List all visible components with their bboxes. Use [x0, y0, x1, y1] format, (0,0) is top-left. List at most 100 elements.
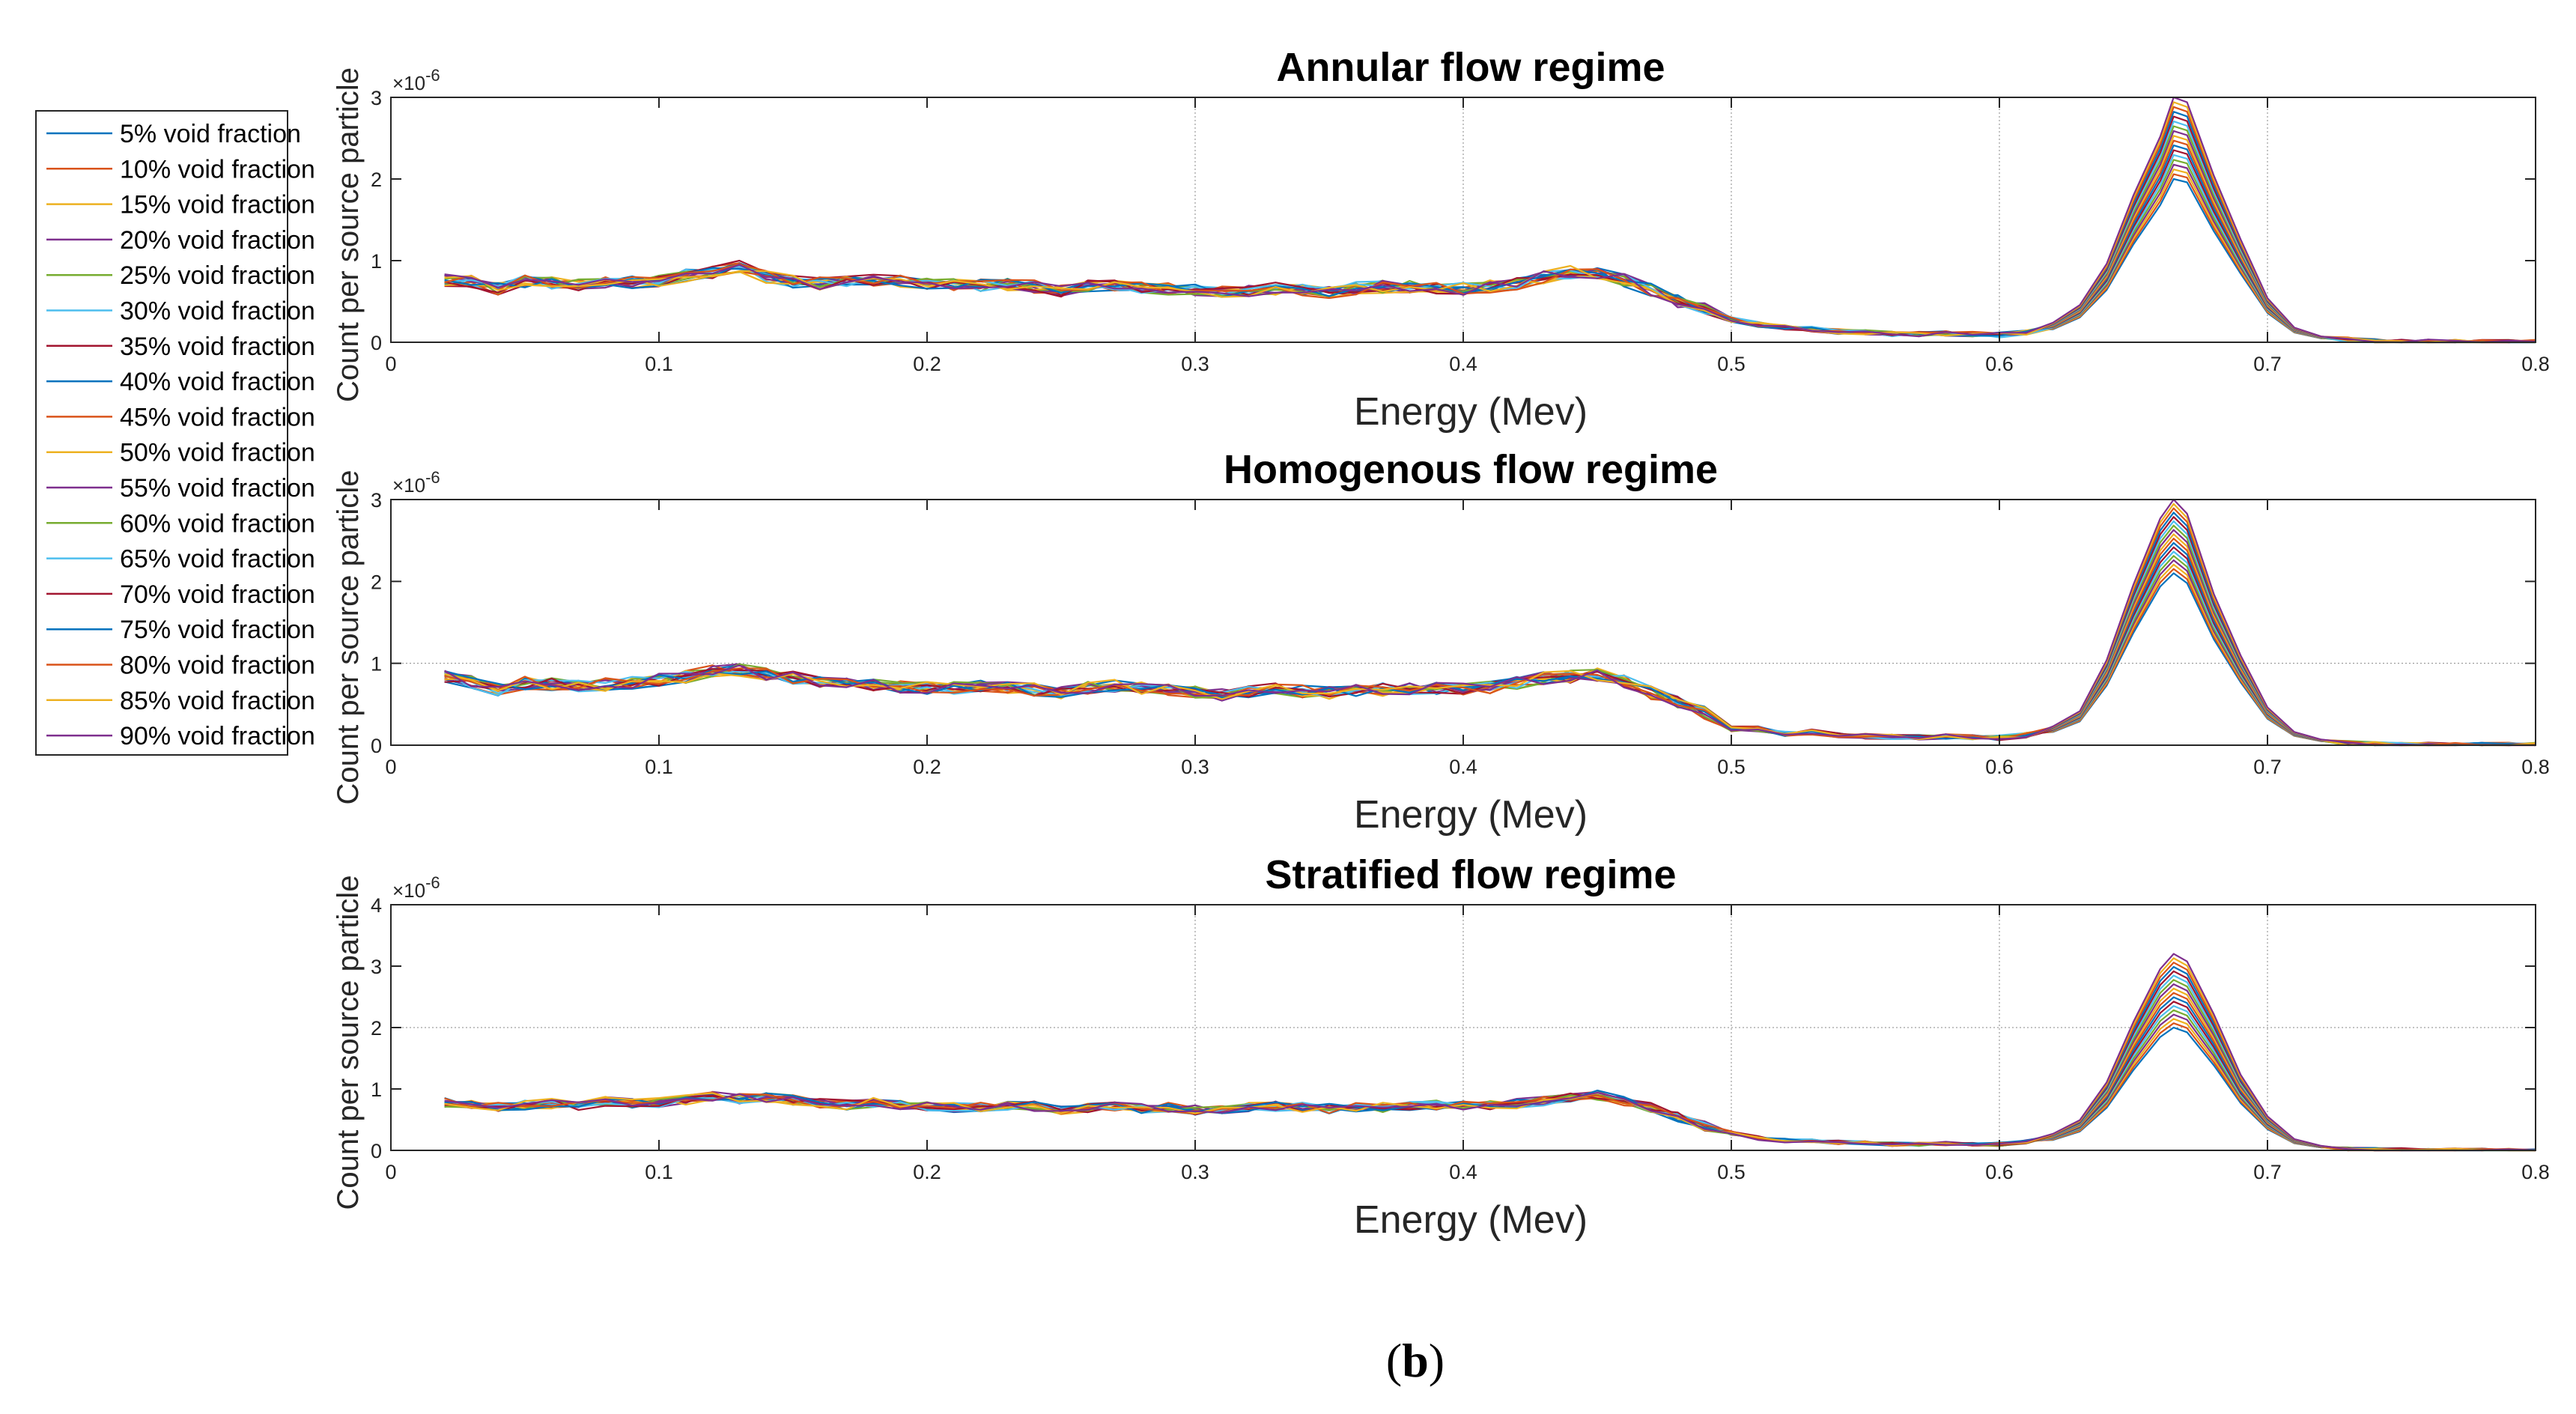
y-multiplier: ×10-6 — [392, 66, 440, 94]
x-tick-label: 0.5 — [1717, 353, 1746, 375]
legend-entry: 20% void fraction — [46, 226, 315, 255]
y-multiplier-exponent: -6 — [425, 873, 440, 892]
legend-entry: 65% void fraction — [46, 545, 315, 574]
legend-label: 75% void fraction — [120, 616, 315, 644]
x-tick-label: 0.4 — [1449, 756, 1477, 778]
y-multiplier-base: ×10 — [392, 879, 425, 902]
series-line — [444, 953, 2536, 1152]
legend-label: 80% void fraction — [120, 652, 315, 680]
y-tick-label: 1 — [371, 250, 382, 273]
legend-label: 70% void fraction — [120, 580, 315, 609]
y-axis-label: Count per source particle — [332, 67, 365, 402]
legend-label: 5% void fraction — [120, 120, 301, 148]
series-line — [444, 957, 2536, 1152]
y-multiplier-base: ×10 — [392, 474, 425, 497]
panel-stratified: 0 0.1 0.2 0.3 0.4 0.5 0.6 0.7 0.8 0 1 2 3 4 ×10-6 Strat… — [332, 852, 2550, 1242]
y-tick-label: 0 — [371, 735, 382, 757]
legend-entry: 25% void fraction — [46, 261, 315, 290]
y-axis-label: Count per source particle — [332, 876, 365, 1210]
y-tick-label: 3 — [371, 956, 382, 978]
legend-box — [35, 110, 288, 756]
x-tick-label: 0.3 — [1181, 353, 1209, 375]
x-tick-label: 0.1 — [645, 756, 673, 778]
y-multiplier-exponent: -6 — [425, 468, 440, 487]
legend-entry: 75% void fraction — [46, 616, 315, 644]
legend-label: 55% void fraction — [120, 474, 315, 503]
legend-label: 25% void fraction — [120, 261, 315, 290]
legend-label: 35% void fraction — [120, 333, 315, 361]
x-tick-label: 0.6 — [1985, 756, 2014, 778]
series-line — [444, 96, 2536, 344]
y-tick-label: 2 — [371, 1017, 382, 1040]
legend-entry: 5% void fraction — [46, 120, 301, 148]
x-axis-label: Energy (Mev) — [1354, 390, 1588, 434]
chart-title: Homogenous flow regime — [1224, 447, 1718, 492]
legend-entry: 90% void fraction — [46, 722, 315, 750]
legend-label: 10% void fraction — [120, 155, 315, 183]
legend-entry: 30% void fraction — [46, 297, 315, 326]
y-tick-label: 4 — [371, 894, 382, 917]
series-line — [444, 115, 2536, 344]
x-tick-label: 0.4 — [1449, 353, 1477, 375]
legend-label: 60% void fraction — [120, 509, 315, 538]
x-tick-label: 0.5 — [1717, 756, 1746, 778]
x-tick-label: 0.1 — [645, 353, 673, 375]
x-tick-label: 0.4 — [1449, 1161, 1477, 1183]
x-tick-label: 0.5 — [1717, 1161, 1746, 1183]
legend: 5% void fraction 10% void fraction 15% voi… — [35, 110, 315, 756]
x-tick-label: 0 — [385, 1161, 396, 1183]
legend-entry: 40% void fraction — [46, 368, 315, 396]
legend-entry: 10% void fraction — [46, 155, 315, 183]
legend-label: 85% void fraction — [120, 687, 315, 715]
series-line — [444, 962, 2536, 1152]
legend-label: 20% void fraction — [120, 226, 315, 255]
legend-label: 50% void fraction — [120, 439, 315, 467]
legend-entry: 70% void fraction — [46, 580, 315, 609]
x-tick-label: 0.3 — [1181, 1161, 1209, 1183]
x-tick-label: 0.2 — [913, 756, 941, 778]
x-axis-label: Energy (Mev) — [1354, 793, 1588, 837]
x-tick-label: 0 — [385, 353, 396, 375]
figure-caption: (b) — [1386, 1334, 1445, 1387]
y-tick-label: 3 — [371, 489, 382, 512]
x-tick-label: 0.2 — [913, 353, 941, 375]
legend-entry: 60% void fraction — [46, 509, 315, 538]
chart-title: Stratified flow regime — [1265, 852, 1676, 897]
x-tick-label: 0 — [385, 756, 396, 778]
y-tick-label: 2 — [371, 571, 382, 593]
x-tick-label: 0.8 — [2521, 1161, 2550, 1183]
plot-area — [391, 97, 2536, 342]
y-tick-label: 0 — [371, 1140, 382, 1162]
legend-entry: 50% void fraction — [46, 439, 315, 467]
legend-entry: 80% void fraction — [46, 652, 315, 680]
series-line — [444, 106, 2536, 344]
y-multiplier: ×10-6 — [392, 873, 440, 902]
legend-label: 65% void fraction — [120, 545, 315, 574]
y-tick-label: 0 — [371, 332, 382, 354]
chart-title: Annular flow regime — [1276, 45, 1665, 90]
series-line — [444, 507, 2536, 747]
series-line — [444, 101, 2536, 344]
y-tick-label: 1 — [371, 653, 382, 676]
y-multiplier-exponent: -6 — [425, 66, 440, 85]
x-tick-label: 0.8 — [2521, 353, 2550, 375]
legend-entry: 35% void fraction — [46, 333, 315, 361]
y-tick-label: 2 — [371, 169, 382, 191]
legend-label: 45% void fraction — [120, 403, 315, 431]
x-tick-label: 0.8 — [2521, 756, 2550, 778]
series-line — [444, 498, 2536, 747]
panel-annular: 0 0.1 0.2 0.3 0.4 0.5 0.6 0.7 0.8 0 1 2 3 ×10-6 Annula… — [332, 45, 2550, 434]
legend-entry: 45% void fraction — [46, 403, 315, 431]
y-axis-label: Count per source particle — [332, 470, 365, 805]
plot-area — [391, 500, 2536, 745]
y-multiplier-base: ×10 — [392, 72, 425, 94]
legend-entry: 15% void fraction — [46, 191, 315, 219]
x-tick-label: 0.1 — [645, 1161, 673, 1183]
legend-entry: 55% void fraction — [46, 474, 315, 503]
y-tick-label: 3 — [371, 87, 382, 109]
x-tick-label: 0.7 — [2253, 1161, 2282, 1183]
x-tick-label: 0.7 — [2253, 756, 2282, 778]
legend-label: 40% void fraction — [120, 368, 315, 396]
legend-label: 30% void fraction — [120, 297, 315, 326]
